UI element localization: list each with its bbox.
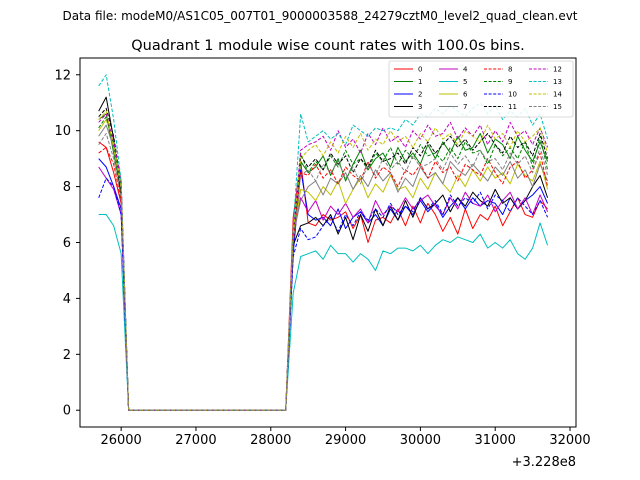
series-line-10: [98, 177, 549, 411]
legend-entry-13: 13: [529, 78, 562, 86]
series-line-15: [98, 132, 549, 411]
x-tick-label: 27000: [175, 433, 216, 448]
y-tick-label: 0: [63, 404, 71, 419]
legend-label: 7: [463, 103, 467, 111]
legend-label: 14: [553, 91, 562, 99]
legend-label: 6: [463, 91, 468, 99]
legend-entry-5: 5: [439, 78, 467, 86]
legend-entry-12: 12: [529, 66, 562, 74]
legend-entry-1: 1: [394, 78, 422, 86]
legend-label: 10: [508, 91, 517, 99]
figure-suptitle: Data file: modeM0/AS1C05_007T01_90000035…: [62, 9, 577, 23]
legend-label: 13: [553, 78, 562, 86]
legend-label: 3: [418, 103, 422, 111]
y-tick-label: 4: [63, 292, 71, 307]
legend-label: 1: [418, 78, 422, 86]
y-axis: 0 2 4 6 8 10 12: [54, 68, 80, 419]
x-tick-label: 28000: [250, 433, 291, 448]
legend-label: 4: [463, 66, 468, 74]
y-tick-label: 10: [54, 124, 71, 139]
y-tick-label: 8: [63, 180, 71, 195]
x-axis: 26000 27000 28000 29000 30000 31000 32000: [100, 427, 591, 448]
legend-entry-4: 4: [439, 66, 468, 74]
legend-entry-0: 0: [394, 66, 422, 74]
legend-label: 11: [508, 103, 517, 111]
chart-title: Quadrant 1 module wise count rates with …: [131, 38, 525, 54]
legend-entry-8: 8: [484, 66, 512, 74]
legend-label: 15: [553, 103, 562, 111]
legend-label: 9: [508, 78, 512, 86]
x-tick-label: 31000: [475, 433, 516, 448]
series-line-11: [98, 107, 549, 411]
legend-entry-3: 3: [394, 103, 422, 111]
legend-entry-15: 15: [529, 103, 562, 111]
legend-entry-7: 7: [439, 103, 467, 111]
legend-entry-11: 11: [484, 103, 517, 111]
legend-entry-10: 10: [484, 91, 517, 99]
legend-entry-6: 6: [439, 91, 468, 99]
x-tick-label: 26000: [100, 433, 141, 448]
legend-entry-14: 14: [529, 91, 562, 99]
legend-label: 8: [508, 66, 512, 74]
legend-frame: [388, 60, 574, 118]
x-tick-label: 29000: [325, 433, 366, 448]
x-offset-label: +3.228e8: [512, 455, 576, 470]
plot-area: [80, 58, 576, 427]
y-tick-label: 12: [54, 68, 71, 83]
legend-label: 12: [553, 66, 562, 74]
legend-entry-9: 9: [484, 78, 512, 86]
x-tick-label: 30000: [400, 433, 441, 448]
legend-label: 2: [418, 91, 422, 99]
legend-label: 0: [418, 66, 422, 74]
x-tick-label: 32000: [549, 433, 590, 448]
y-tick-label: 2: [63, 348, 71, 363]
legend-entry-2: 2: [394, 91, 422, 99]
legend-label: 5: [463, 78, 467, 86]
y-tick-label: 6: [63, 236, 71, 251]
